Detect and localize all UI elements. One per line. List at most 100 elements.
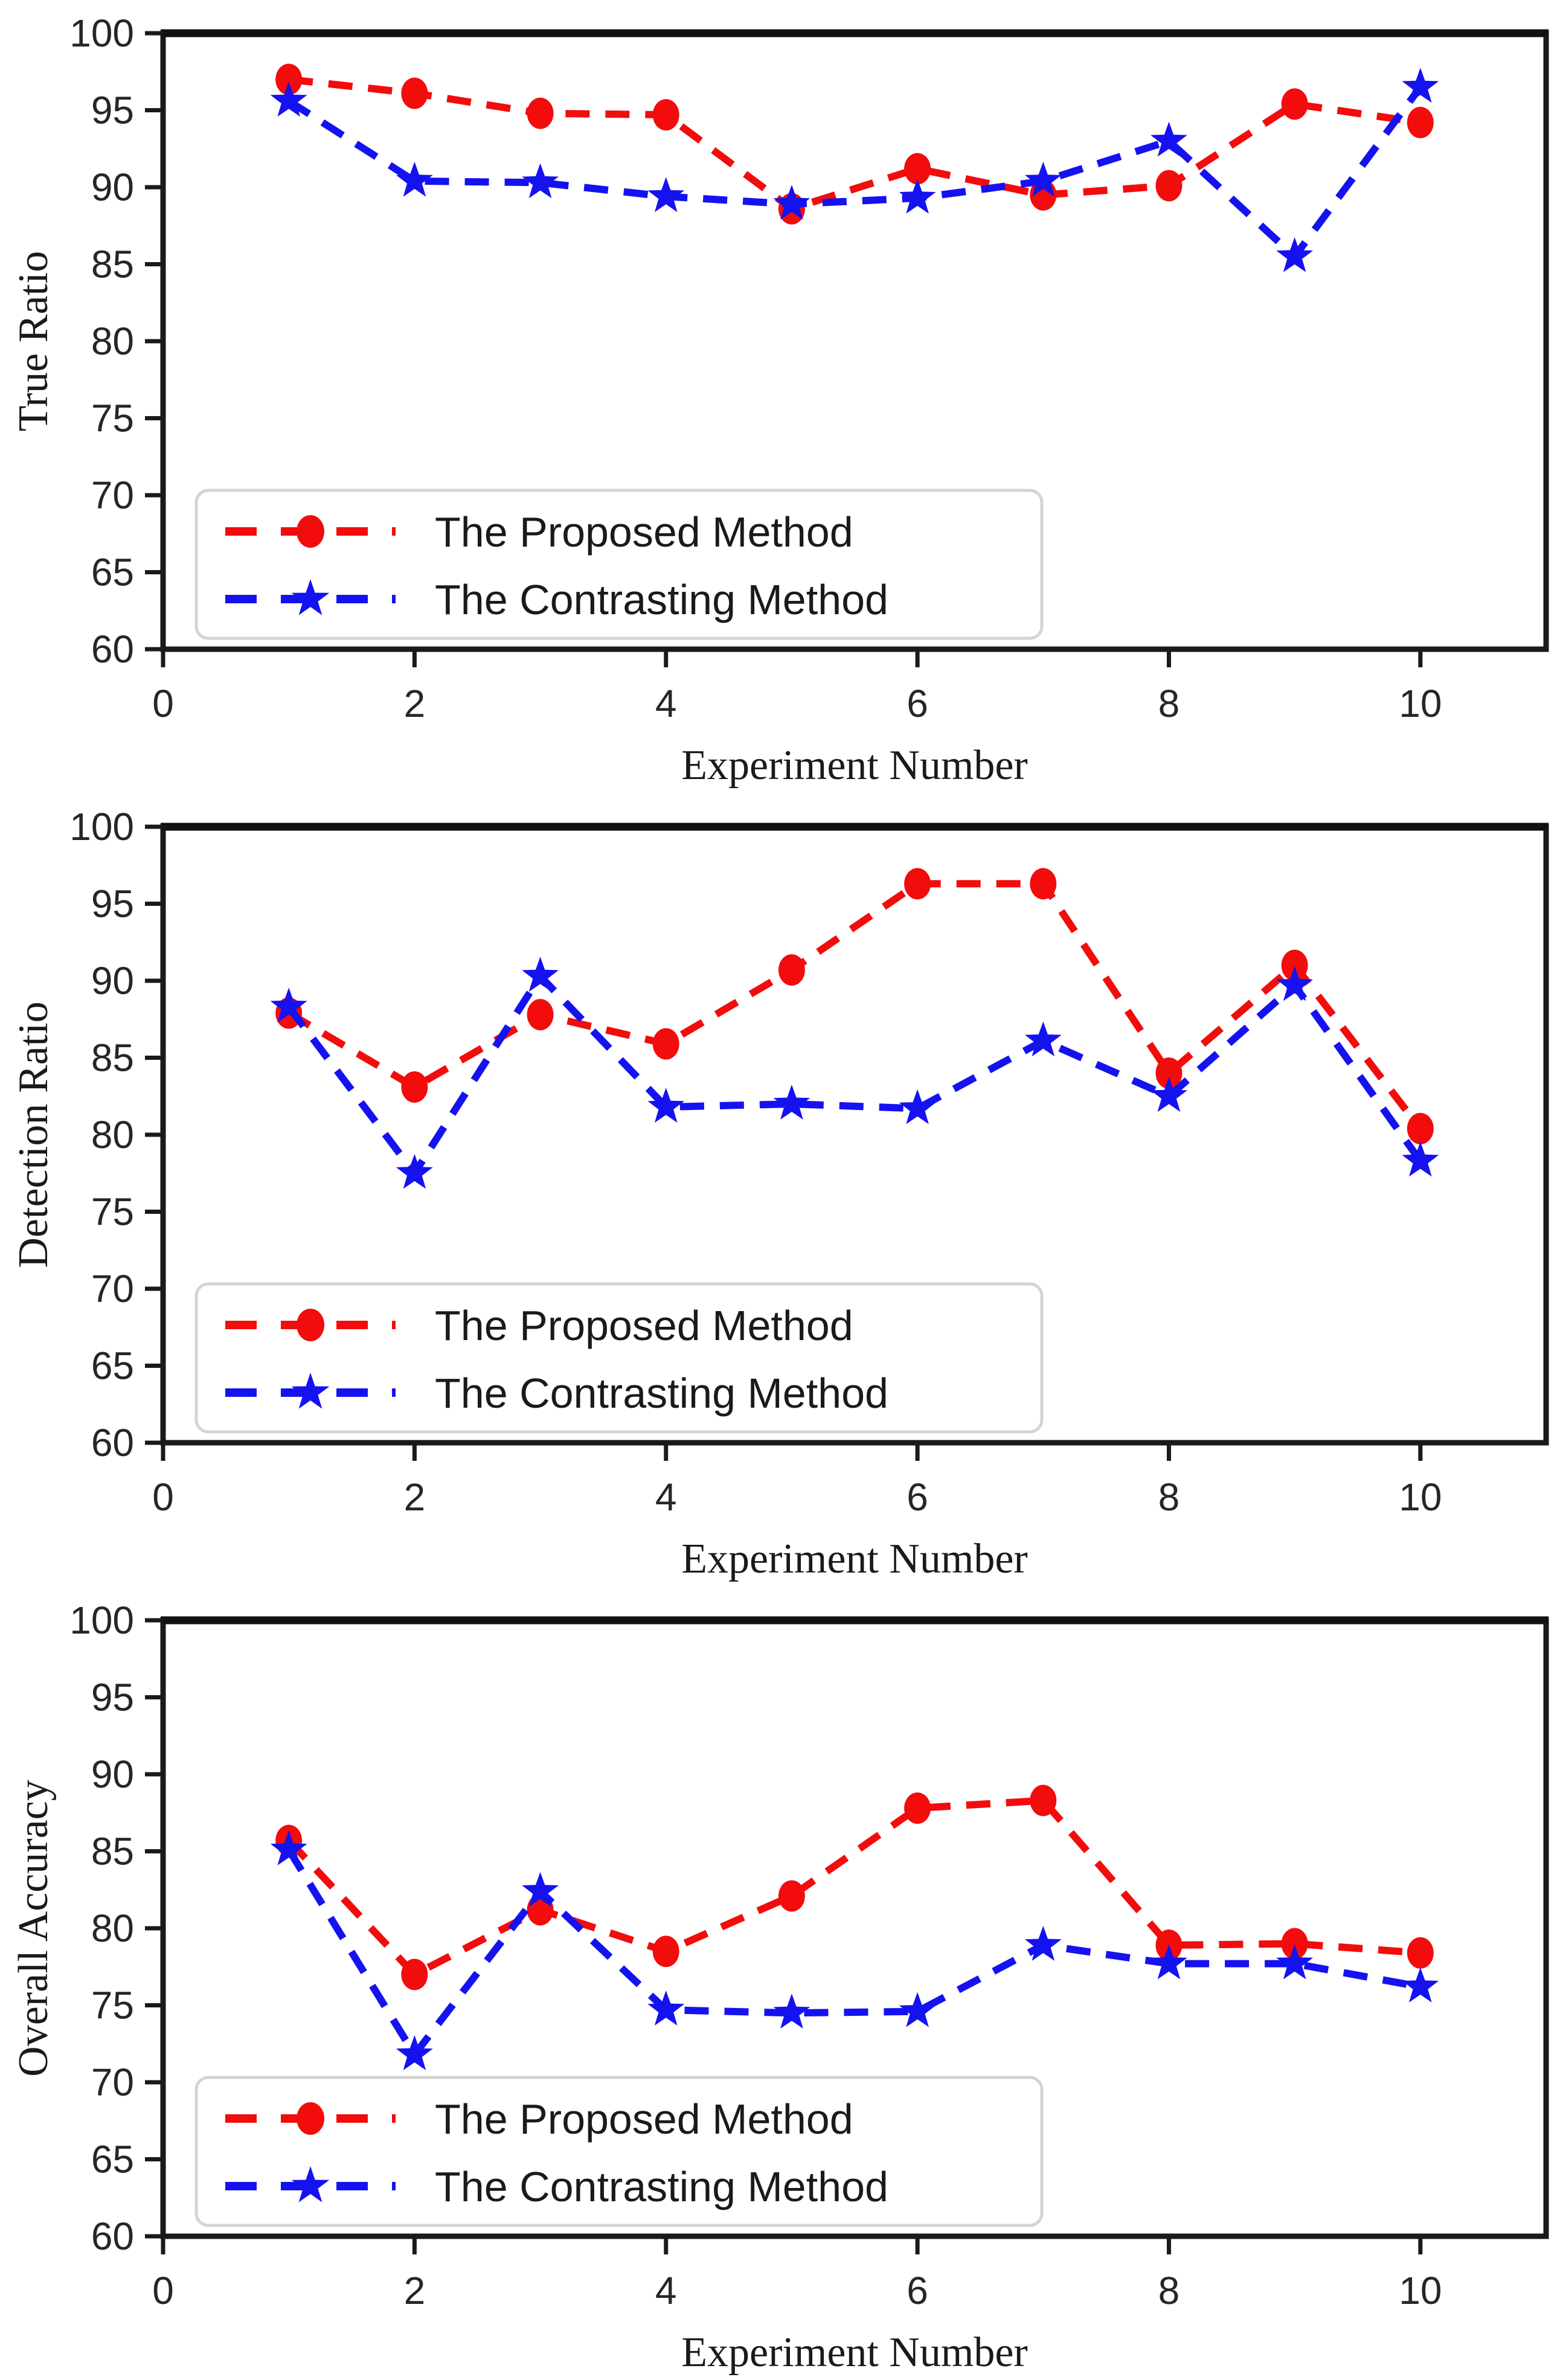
data-point-circle-icon xyxy=(652,1936,679,1968)
proposed-series xyxy=(275,868,1434,1144)
data-point-circle-icon xyxy=(1281,1928,1308,1960)
y-tick-label: 100 xyxy=(69,1599,134,1642)
y-tick-label: 95 xyxy=(91,882,134,926)
data-point-circle-icon xyxy=(527,97,554,129)
legend-circle-icon xyxy=(297,1309,324,1341)
proposed-series xyxy=(275,1785,1434,1990)
data-point-star-icon xyxy=(1151,1077,1187,1112)
data-point-star-icon xyxy=(647,1990,685,2026)
proposed-series-line xyxy=(288,75,1421,213)
x-tick-label: 6 xyxy=(907,1475,928,1519)
data-point-star-icon xyxy=(1402,68,1439,103)
y-tick-label: 70 xyxy=(91,2061,134,2104)
x-axis-label: Experiment Number xyxy=(681,742,1027,789)
data-point-circle-icon xyxy=(275,63,303,95)
chart-true-ratio: 60 65 70 75 80 85 90 95 100 0 2 4 6 8 10 Experiment Num… xyxy=(0,0,1560,794)
legend-box xyxy=(194,1282,1044,1434)
data-point-circle-icon xyxy=(401,77,428,109)
data-point-star-icon xyxy=(1276,966,1314,1001)
data-point-circle-icon xyxy=(778,1880,805,1912)
data-point-star-icon xyxy=(773,1085,810,1120)
x-axis: 0 2 4 6 8 10 xyxy=(152,1443,1442,1519)
x-tick-label: 6 xyxy=(907,2269,928,2312)
data-point-star-icon xyxy=(899,1992,936,2027)
y-tick-label: 75 xyxy=(91,1984,134,2027)
data-point-star-icon xyxy=(270,82,307,117)
y-tick-label: 60 xyxy=(91,2215,134,2258)
data-point-circle-icon xyxy=(401,1958,428,1990)
y-axis: 60 65 70 75 80 85 90 95 100 xyxy=(69,805,163,1464)
data-point-star-icon xyxy=(522,163,559,199)
data-point-star-icon xyxy=(270,987,307,1023)
plot-area: 60 65 70 75 80 85 90 95 100 0 2 4 6 8 10 Experiment Num… xyxy=(10,805,1549,1582)
x-tick-label: 2 xyxy=(404,2269,426,2312)
legend-item-label: The Proposed Method xyxy=(435,1302,853,1349)
x-tick-label: 2 xyxy=(404,682,426,725)
y-tick-label: 80 xyxy=(91,1907,134,1950)
legend-item-label: The Proposed Method xyxy=(435,508,853,556)
data-point-star-icon xyxy=(522,957,559,992)
legend-item-label: The Proposed Method xyxy=(435,2096,853,2143)
x-tick-label: 2 xyxy=(404,1475,426,1519)
y-tick-label: 60 xyxy=(91,627,134,671)
data-point-circle-icon xyxy=(1155,1057,1183,1089)
data-point-star-icon xyxy=(1276,1944,1314,1980)
y-tick-label: 85 xyxy=(91,243,134,286)
data-point-circle-icon xyxy=(1030,1785,1057,1817)
y-axis-label: Detection Ratio xyxy=(10,1001,57,1268)
chart-detection-ratio: 60 65 70 75 80 85 90 95 100 0 2 4 6 8 10 Experiment Num… xyxy=(0,794,1560,1587)
proposed-series-line xyxy=(286,1797,1421,1979)
x-tick-label: 4 xyxy=(655,682,677,725)
data-point-circle-icon xyxy=(904,868,931,900)
y-axis-label: Overall Accuracy xyxy=(10,1780,57,2077)
y-tick-label: 95 xyxy=(91,89,134,132)
data-point-star-icon xyxy=(1024,161,1062,197)
y-tick-label: 70 xyxy=(91,473,134,517)
x-tick-label: 8 xyxy=(1158,2269,1180,2312)
legend-star-icon xyxy=(291,579,330,615)
legend-circle-icon xyxy=(297,2102,324,2135)
data-point-star-icon xyxy=(396,161,433,197)
data-point-star-icon xyxy=(1276,237,1314,272)
data-point-star-icon xyxy=(522,1872,559,1907)
y-tick-label: 60 xyxy=(91,1421,134,1464)
chart-overall-accuracy: 60 65 70 75 80 85 90 95 100 0 2 4 6 8 10 Experiment Num… xyxy=(0,1587,1560,2380)
y-tick-label: 95 xyxy=(91,1676,134,1719)
data-point-circle-icon xyxy=(527,999,554,1031)
x-tick-label: 0 xyxy=(152,1475,174,1519)
data-point-star-icon xyxy=(647,1088,685,1123)
data-point-star-icon xyxy=(270,1830,307,1865)
data-point-star-icon xyxy=(1151,121,1187,157)
data-point-star-icon xyxy=(899,1089,936,1124)
y-axis-label: True Ratio xyxy=(10,251,57,432)
x-tick-label: 0 xyxy=(152,682,174,725)
data-point-circle-icon xyxy=(652,1028,679,1060)
true-ratio-plot: 60 65 70 75 80 85 90 95 100 0 2 4 6 8 10 Experiment Num… xyxy=(10,11,1549,789)
y-tick-label: 85 xyxy=(91,1036,134,1080)
x-axis-label: Experiment Number xyxy=(681,1536,1027,1582)
contrasting-series-line xyxy=(286,970,1424,1180)
data-point-star-icon xyxy=(396,2035,433,2070)
data-point-star-icon xyxy=(1151,1944,1187,1980)
x-tick-label: 4 xyxy=(655,2269,677,2312)
data-point-star-icon xyxy=(773,185,810,220)
plot-area: 60 65 70 75 80 85 90 95 100 0 2 4 6 8 10 Experiment Num… xyxy=(10,1599,1549,2376)
data-point-star-icon xyxy=(647,177,685,213)
y-axis: 60 65 70 75 80 85 90 95 100 xyxy=(69,1599,163,2258)
y-tick-label: 75 xyxy=(91,397,134,440)
data-point-circle-icon xyxy=(1407,1112,1434,1144)
contrasting-series xyxy=(270,957,1439,1189)
y-tick-label: 65 xyxy=(91,2138,134,2181)
contrasting-series xyxy=(270,68,1439,272)
x-tick-label: 8 xyxy=(1158,682,1180,725)
legend-item-label: The Contrasting Method xyxy=(435,2163,888,2210)
legend-item: The Contrasting Method xyxy=(225,576,888,623)
legend-star-icon xyxy=(291,2166,330,2202)
detection-ratio-plot: 60 65 70 75 80 85 90 95 100 0 2 4 6 8 10 Experiment Num… xyxy=(10,805,1549,1582)
proposed-series xyxy=(275,63,1434,225)
data-point-star-icon xyxy=(1024,1926,1062,1961)
y-tick-label: 80 xyxy=(91,1113,134,1156)
y-tick-label: 65 xyxy=(91,1344,134,1388)
y-tick-label: 100 xyxy=(69,805,134,848)
